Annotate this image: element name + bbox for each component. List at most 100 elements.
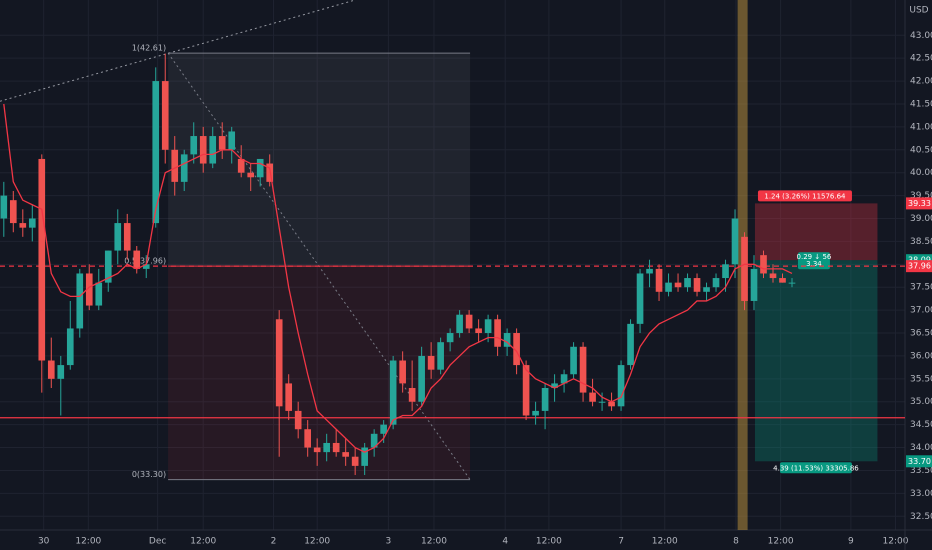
candle-body [256,158,264,178]
y-tick-label: 41.00 [910,122,932,132]
y-tick-label: 36.50 [910,329,932,339]
candle-body [532,410,539,416]
y-tick-label: 37.50 [910,283,932,293]
x-tick-label: 30 [38,537,50,547]
candle-body [560,374,568,384]
fib-label: 0.5(37.96) [124,257,166,266]
candle-body [408,387,416,402]
candle-body [313,447,321,453]
trend-line [0,0,356,102]
stop-zone [754,260,878,462]
candle-body [123,223,131,251]
candle-body [171,149,179,182]
candle-body [294,410,302,430]
candle-body [142,264,150,269]
y-tick-label: 33.00 [910,489,932,499]
candle-body [741,236,748,301]
candle-body [541,387,549,411]
candle-body [0,195,8,219]
candle-body [95,282,103,306]
candle-body [190,136,198,155]
candle-body [513,333,520,366]
label-bg [757,190,852,202]
candle-body [627,323,634,366]
candle-body [332,442,340,453]
candle-body [114,223,122,251]
candle-body [19,223,27,228]
candle-body [47,360,55,379]
y-tick-label: 42.50 [910,54,932,64]
y-tick-label: 39.50 [910,191,932,201]
y-tick-label: 34.00 [910,443,932,453]
label-bg [779,462,852,474]
y-tick-label: 41.50 [910,99,932,109]
candle-body [570,346,577,375]
candle-body [769,273,777,279]
moving-average [3,103,793,453]
fib-label: 0(33.30) [132,470,166,479]
price-label: 39.33 [908,199,931,208]
x-tick-label: 8 [733,537,739,547]
candle-body [76,273,84,329]
candle-body [399,360,406,384]
candle-body [133,250,141,269]
x-tick-label: 12:00 [421,537,447,547]
y-tick-label: 32.50 [910,512,932,522]
fib-label: 1(42.61) [132,44,166,53]
x-tick-label: 12:00 [536,537,562,547]
y-tick-label: 35.50 [910,374,932,384]
x-tick-label: 12:00 [304,537,330,547]
candle-body [380,424,387,434]
candle-body [522,365,530,416]
candle-body [655,268,663,292]
candle-body [731,218,739,265]
candle-body [66,328,74,366]
price-label-bg [906,197,932,210]
candle-body [674,282,682,288]
candle-body [693,278,701,292]
candle-body [608,401,615,407]
candle-body [684,278,691,288]
x-tick-label: 3 [386,537,392,547]
candle-body [237,158,245,173]
candle-body [247,172,255,178]
candle-body [779,278,786,283]
y-tick-label: 42.00 [910,77,932,87]
candle-body [304,429,312,448]
entry-label: 0.29 ↓ 56 [797,253,832,261]
candle-body [38,158,46,361]
candle-body [323,442,330,453]
candle-body [85,273,93,306]
candle-body [218,136,226,150]
y-tick-label: 40.00 [910,168,932,178]
candle-body [104,250,112,283]
candle-body [703,287,710,292]
price-label: 33.70 [908,457,931,466]
x-tick-label: 7 [618,537,624,547]
price-label-bg [906,455,932,468]
candle-body [598,401,606,403]
fib-upper-zone [168,53,471,267]
x-tick-label: 9 [848,537,854,547]
y-tick-label: 36.00 [910,351,932,361]
y-tick-label: 40.50 [910,145,932,155]
candle-body [484,319,492,334]
candle-body [342,452,349,457]
candle-body [750,268,758,301]
y-tick-label: 38.50 [910,237,932,247]
label-bg [797,252,830,270]
target-label: 1.24 (3.26%) 11576.64 [764,192,846,200]
y-tick-label: 35.00 [910,397,932,407]
price-label-bg [906,260,932,273]
candle-body [712,278,720,288]
candle-body [494,319,501,347]
candle-body [57,365,65,379]
x-tick-label: 4 [502,537,508,547]
candle-body [446,333,454,343]
price-label: 37.96 [908,262,931,271]
stop-label: 4.39 (11.53%) 33305.86 [773,464,859,472]
candle-body [579,346,587,393]
candle-body [275,319,283,407]
candle-body [475,328,482,334]
